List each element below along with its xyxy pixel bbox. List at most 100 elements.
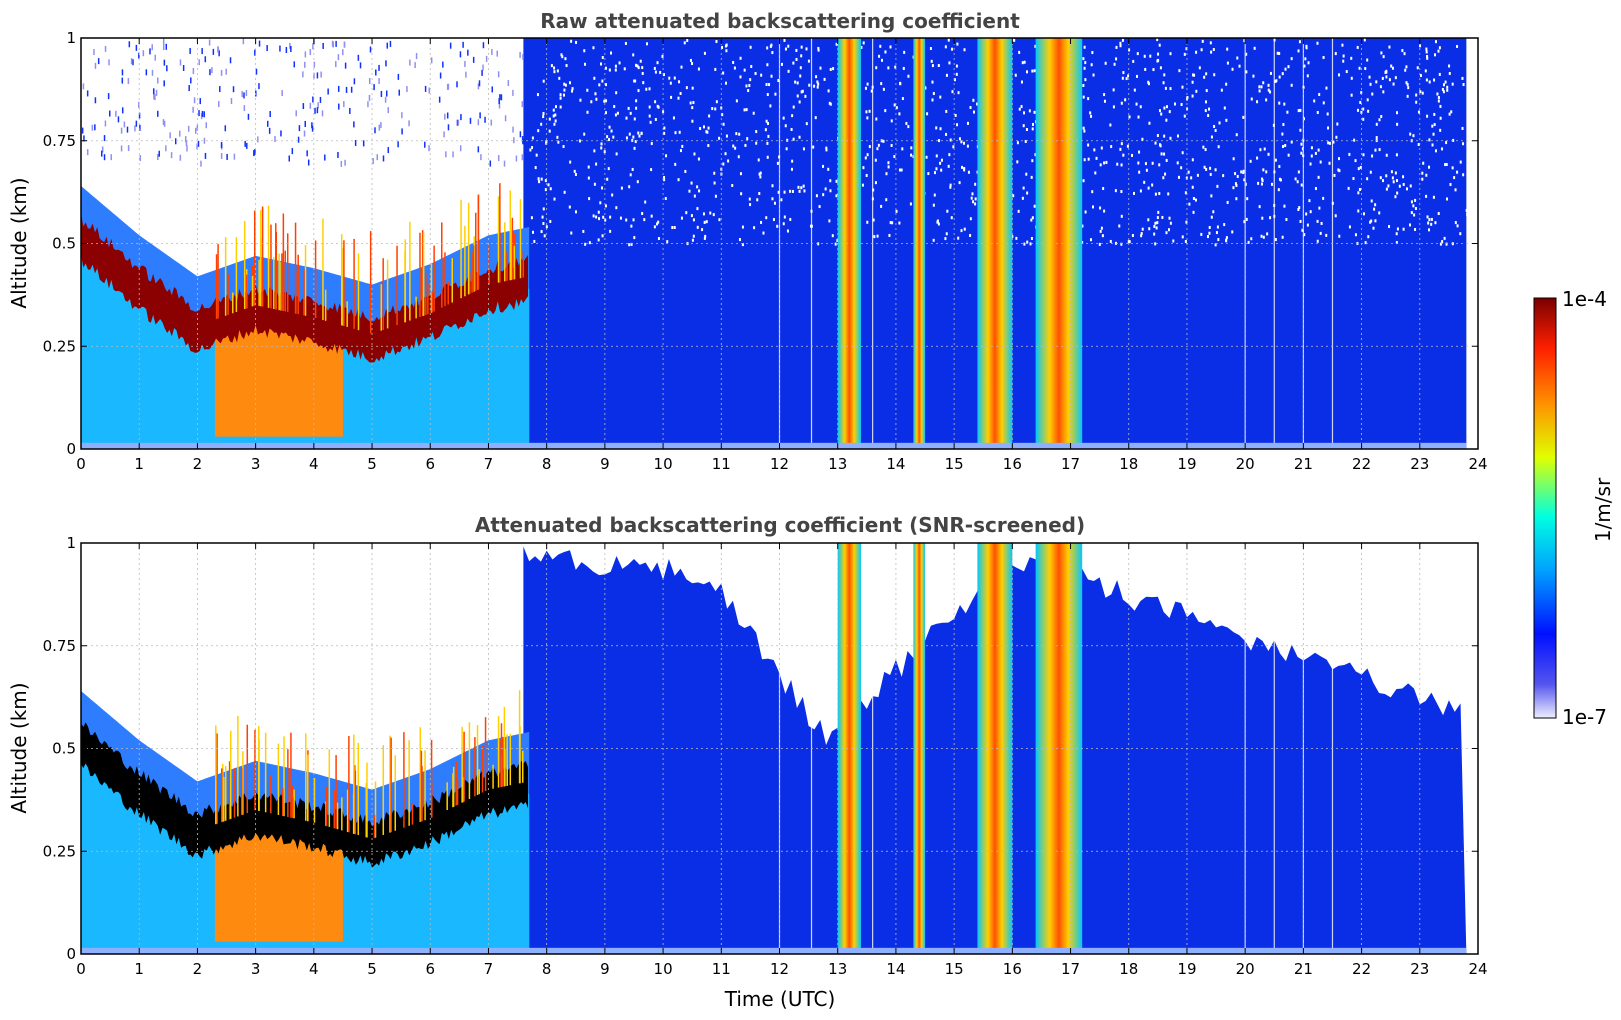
noise-speckle [1030, 218, 1033, 222]
noise-speckle [1192, 73, 1195, 77]
noise-speckle [1424, 69, 1427, 73]
noise-speckle [1451, 166, 1454, 170]
noise-speckle [715, 40, 718, 44]
noise-speckle [537, 129, 540, 133]
noise-speckle [1465, 209, 1468, 213]
noise-speckle [759, 175, 762, 179]
noise-speckle [103, 154, 106, 161]
noise-speckle [957, 91, 960, 95]
noise-speckle [1137, 161, 1140, 165]
noise-speckle [547, 183, 550, 187]
noise-speckle [1419, 44, 1422, 48]
noise-speckle [895, 209, 898, 213]
noise-speckle [1157, 210, 1160, 214]
noise-speckle [1277, 188, 1280, 192]
noise-speckle [1303, 64, 1306, 68]
noise-speckle [1212, 210, 1215, 214]
noise-speckle [1405, 81, 1408, 85]
noise-speckle [208, 39, 211, 46]
noise-speckle [673, 76, 676, 80]
noise-speckle [678, 80, 681, 84]
noise-speckle [378, 64, 380, 71]
noise-speckle [786, 138, 789, 142]
noise-speckle [592, 214, 595, 218]
noise-speckle [637, 89, 640, 93]
noise-speckle [1140, 234, 1143, 238]
noise-speckle [579, 98, 582, 102]
noise-speckle [784, 124, 787, 128]
noise-speckle [798, 100, 801, 104]
x-tick-label: 4 [309, 455, 319, 473]
noise-speckle [456, 81, 458, 88]
noise-speckle [1318, 92, 1321, 96]
noise-speckle [1278, 75, 1281, 79]
noise-speckle [217, 46, 219, 53]
noise-speckle [1360, 91, 1363, 95]
noise-speckle [1174, 102, 1177, 106]
noise-speckle [534, 166, 537, 170]
noise-speckle [550, 64, 553, 68]
noise-speckle [538, 180, 541, 184]
noise-speckle [1115, 57, 1118, 61]
noise-speckle [625, 218, 628, 222]
noise-speckle [1316, 111, 1319, 115]
noise-speckle [887, 161, 890, 165]
noise-speckle [648, 114, 651, 118]
x-tick-label: 2 [193, 455, 203, 473]
noise-speckle [969, 106, 972, 110]
y-tick-label: 0.75 [43, 132, 76, 150]
noise-speckle [714, 67, 717, 71]
noise-speckle [1168, 216, 1171, 220]
noise-speckle [94, 124, 96, 131]
noise-speckle [157, 77, 159, 84]
noise-speckle [536, 93, 539, 97]
noise-speckle [903, 50, 906, 54]
noise-speckle [619, 216, 622, 220]
x-tick-label: 23 [1410, 960, 1429, 978]
x-tick-label: 13 [828, 455, 847, 473]
noise-speckle [1183, 114, 1186, 118]
noise-speckle [1446, 85, 1449, 89]
noise-speckle [625, 116, 628, 120]
noise-speckle [288, 155, 291, 162]
noise-speckle [741, 225, 744, 229]
noise-speckle [648, 87, 651, 91]
noise-speckle [428, 145, 430, 152]
noise-speckle [724, 152, 727, 156]
noise-speckle [966, 121, 969, 125]
noise-speckle [954, 113, 957, 117]
noise-speckle [477, 146, 480, 153]
noise-speckle [870, 89, 873, 93]
noise-speckle [972, 98, 975, 102]
noise-speckle [430, 57, 433, 64]
noise-speckle [1445, 163, 1448, 167]
noise-speckle [1120, 190, 1123, 194]
y-tick-label: 0.5 [52, 235, 76, 253]
noise-speckle [823, 77, 826, 81]
noise-speckle [1031, 69, 1034, 73]
noise-speckle [799, 74, 802, 78]
noise-speckle [605, 99, 608, 103]
noise-speckle [1392, 82, 1395, 86]
noise-speckle [744, 143, 747, 147]
noise-speckle [1394, 195, 1397, 199]
noise-speckle [218, 50, 220, 57]
noise-speckle [279, 45, 281, 52]
noise-speckle [1362, 153, 1365, 157]
noise-speckle [967, 170, 970, 174]
x-ticks: 0 1 2 3 4 5 6 7 8 9 10 11 12 13 14 15 16 17 18 19 20 21 22 23 24 [76, 38, 1488, 473]
noise-speckle [865, 173, 868, 177]
noise-speckle [597, 238, 600, 242]
noise-speckle [1225, 82, 1228, 86]
noise-speckle [1138, 150, 1141, 154]
noise-speckle [569, 160, 572, 164]
noise-speckle [542, 112, 545, 116]
noise-speckle [155, 89, 158, 96]
noise-speckle [1358, 187, 1361, 191]
noise-speckle [375, 69, 377, 76]
noise-speckle [570, 231, 573, 235]
noise-speckle [1448, 72, 1451, 76]
y-axis-label: Altitude (km) [7, 682, 31, 813]
noise-speckle [1157, 58, 1160, 62]
